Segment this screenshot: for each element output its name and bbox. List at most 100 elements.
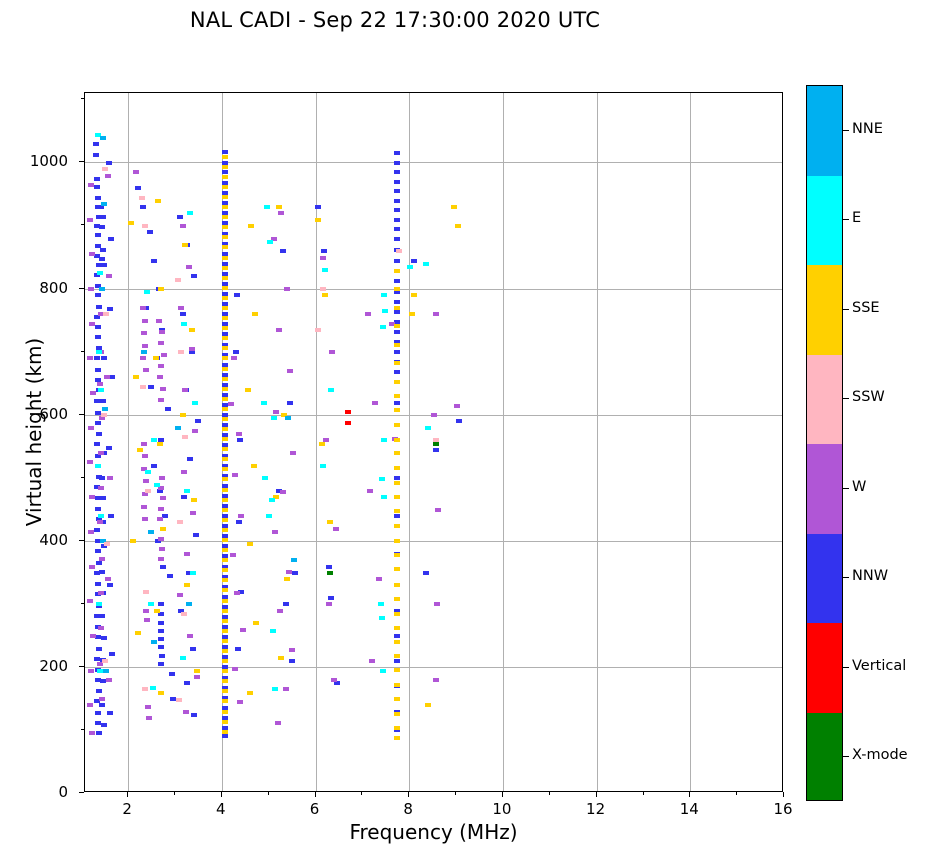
scatter-point — [176, 698, 183, 703]
scatter-point — [170, 696, 177, 701]
scatter-point — [144, 290, 151, 295]
scatter-point — [327, 570, 334, 575]
scatter-point — [393, 151, 400, 156]
scatter-point — [284, 577, 290, 582]
colorbar-band-e[interactable] — [807, 175, 842, 266]
y-axis-tick — [79, 161, 84, 163]
scatter-point — [141, 343, 148, 348]
scatter-point — [221, 604, 228, 609]
scatter-point — [101, 263, 108, 267]
scatter-point — [393, 422, 400, 427]
scatter-point — [101, 451, 108, 455]
plot-area[interactable] — [84, 92, 783, 792]
scatter-point — [95, 516, 102, 521]
scatter-point — [221, 638, 228, 643]
scatter-point — [393, 170, 400, 175]
scatter-point — [396, 249, 403, 254]
scatter-point — [285, 569, 292, 574]
scatter-point — [140, 331, 147, 336]
scatter-point — [320, 255, 326, 260]
scatter-point — [165, 406, 171, 411]
scatter-point — [393, 451, 400, 455]
scatter-point — [184, 551, 191, 556]
colorbar-band-ssw[interactable] — [807, 354, 842, 445]
scatter-points-layer — [85, 93, 782, 791]
colorbar-band-vertical[interactable] — [807, 623, 842, 714]
scatter-point — [141, 492, 148, 496]
scatter-point — [95, 410, 102, 415]
scatter-point — [188, 346, 195, 351]
scatter-point — [221, 302, 228, 307]
scatter-point — [190, 570, 197, 575]
scatter-point — [104, 375, 111, 380]
scatter-point — [138, 195, 145, 200]
colorbar-band-nnw[interactable] — [807, 533, 842, 624]
scatter-point — [221, 558, 228, 563]
scatter-point — [192, 400, 199, 405]
scatter-point — [270, 416, 277, 421]
scatter-point — [99, 520, 106, 525]
scatter-point — [251, 463, 258, 468]
scatter-point — [221, 725, 228, 730]
y-axis-tick — [81, 224, 84, 226]
scatter-point — [323, 438, 330, 443]
scatter-point — [95, 214, 102, 219]
scatter-point — [94, 656, 101, 661]
scatter-point — [95, 367, 102, 372]
scatter-point — [280, 249, 287, 254]
scatter-point — [87, 287, 94, 291]
scatter-point — [322, 293, 329, 298]
scatter-point — [393, 466, 400, 471]
scatter-point — [143, 608, 150, 613]
scatter-point — [238, 589, 244, 594]
x-axis-tick-label: 16 — [773, 800, 793, 818]
scatter-point — [190, 646, 197, 651]
scatter-point — [221, 568, 228, 573]
scatter-point — [221, 527, 228, 532]
scatter-point — [156, 318, 163, 323]
scatter-point — [326, 564, 333, 569]
y-axis-title: Virtual height (km) — [22, 337, 46, 527]
scatter-point — [221, 669, 228, 674]
scatter-point — [153, 608, 160, 613]
scatter-point — [393, 319, 400, 324]
scatter-point — [431, 413, 438, 418]
scatter-point — [315, 205, 322, 209]
scatter-point — [96, 271, 103, 276]
scatter-point — [151, 463, 158, 468]
scatter-point — [95, 646, 102, 651]
scatter-point — [234, 293, 241, 298]
scatter-point — [275, 488, 282, 493]
scatter-point — [248, 223, 255, 228]
scatter-point — [393, 736, 400, 740]
scatter-point — [237, 438, 244, 443]
colorbar-band-x-mode[interactable] — [807, 712, 842, 800]
scatter-point — [142, 517, 148, 522]
scatter-point — [380, 668, 386, 673]
scatter-point — [158, 438, 165, 443]
colorbar[interactable] — [806, 85, 843, 801]
scatter-point — [393, 227, 400, 232]
colorbar-tick — [843, 756, 849, 758]
scatter-point — [103, 668, 110, 673]
scatter-point — [393, 342, 400, 347]
colorbar-band-w[interactable] — [807, 444, 842, 535]
scatter-point — [276, 608, 283, 613]
scatter-point — [95, 432, 102, 436]
scatter-point — [284, 287, 290, 291]
scatter-point — [393, 208, 400, 213]
scatter-point — [142, 479, 149, 484]
scatter-point — [177, 520, 184, 525]
scatter-point — [95, 233, 102, 238]
scatter-point — [221, 265, 228, 270]
scatter-point — [270, 236, 277, 241]
scatter-point — [182, 709, 189, 714]
scatter-point — [95, 731, 102, 735]
scatter-point — [221, 271, 228, 276]
colorbar-band-sse[interactable] — [807, 265, 842, 356]
scatter-point — [238, 514, 244, 518]
colorbar-band-nne[interactable] — [807, 86, 842, 177]
scatter-point — [221, 625, 228, 629]
scatter-point — [393, 258, 400, 263]
gridline-horizontal — [85, 162, 782, 164]
